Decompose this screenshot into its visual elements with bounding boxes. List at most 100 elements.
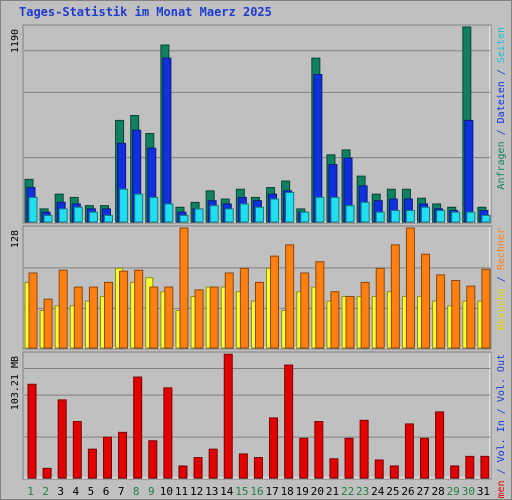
x-tick-day-8: 8: [133, 485, 140, 498]
bar-seiten-day-11: [179, 214, 189, 223]
bar-seiten-day-10: [164, 203, 174, 223]
bar-rechner-day-25: [390, 244, 400, 349]
bar-volumen-day-21: [329, 458, 339, 479]
bar-volumen-day-24: [374, 459, 384, 479]
bar-rechner-day-21: [330, 291, 340, 349]
x-tick-day-10: 10: [160, 485, 173, 498]
x-tick-day-24: 24: [371, 485, 385, 498]
bar-rechner-day-31: [481, 268, 491, 349]
legend-entry: /: [496, 270, 507, 288]
bar-volumen-day-23: [359, 419, 369, 479]
bar-seiten-day-23: [360, 201, 370, 223]
bar-rechner-day-5: [88, 286, 98, 349]
bar-rechner-day-4: [73, 286, 83, 349]
bar-seiten-day-30: [466, 211, 476, 223]
bar-volumen-day-17: [269, 417, 279, 479]
bar-volumen-day-29: [450, 465, 460, 479]
bar-rechner-day-29: [451, 280, 461, 349]
bar-seiten-day-7: [119, 188, 129, 223]
bar-rechner-day-9: [149, 286, 159, 349]
x-tick-day-28: 28: [432, 485, 445, 498]
y-max-label-bottom: 103.21 MB: [10, 356, 21, 410]
x-tick-day-4: 4: [73, 485, 80, 498]
bar-rechner-day-20: [315, 261, 325, 349]
bar-rechner-day-30: [466, 285, 476, 349]
x-tick-day-6: 6: [103, 485, 110, 498]
x-tick-day-31: 31: [477, 485, 490, 498]
bar-volumen-day-13: [208, 448, 218, 479]
bar-rechner-day-8: [134, 269, 144, 349]
x-tick-day-18: 18: [281, 485, 294, 498]
bar-rechner-day-3: [58, 269, 68, 349]
bar-seiten-day-8: [134, 193, 144, 223]
chart-title: Tages-Statistik im Monat Maerz 2025: [19, 5, 272, 19]
bar-volumen-day-2: [42, 467, 52, 479]
x-tick-day-9: 9: [148, 485, 155, 498]
bar-rechner-day-11: [179, 227, 189, 349]
bar-volumen-day-1: [27, 383, 37, 479]
legend-entry: Vol. In: [496, 420, 507, 462]
bar-rechner-day-12: [194, 289, 204, 349]
bar-volumen-day-5: [87, 448, 97, 479]
bar-volumen-day-10: [163, 387, 173, 479]
bar-volumen-day-19: [299, 437, 309, 479]
bar-seiten-day-6: [103, 214, 113, 223]
bar-seiten-day-28: [436, 210, 446, 223]
bar-seiten-day-25: [390, 210, 400, 223]
plot-area-top: [22, 24, 492, 224]
bar-rechner-day-18: [285, 244, 295, 349]
bar-seiten-day-22: [345, 205, 355, 223]
x-tick-day-19: 19: [296, 485, 309, 498]
bar-rechner-day-2: [43, 298, 53, 349]
bar-seiten-day-13: [209, 205, 219, 223]
x-tick-day-5: 5: [88, 485, 95, 498]
y-max-label-top: 1190: [10, 29, 21, 53]
bar-seiten-day-17: [270, 198, 280, 223]
bar-rechner-day-23: [360, 281, 370, 349]
x-tick-day-22: 22: [341, 485, 354, 498]
bar-rechner-day-24: [375, 267, 385, 349]
bar-rechner-day-15: [239, 267, 249, 349]
bar-seiten-day-16: [254, 206, 264, 223]
x-tick-day-1: 1: [27, 485, 34, 498]
legend-entry: Volumen: [496, 480, 507, 499]
legend-entry: /: [496, 123, 507, 141]
bar-rechner-day-16: [254, 281, 264, 349]
bar-volumen-day-25: [389, 465, 399, 479]
bar-volumen-day-3: [57, 399, 67, 479]
bar-seiten-day-3: [58, 208, 68, 223]
x-tick-day-12: 12: [190, 485, 203, 498]
legend-entry: /: [496, 462, 507, 480]
bar-volumen-day-31: [480, 455, 490, 479]
bar-seiten-day-24: [375, 211, 385, 223]
bar-volumen-day-9: [148, 440, 158, 479]
legend-entry: Seiten: [496, 27, 507, 63]
bar-volumen-day-27: [420, 437, 430, 479]
bar-seiten-day-31: [481, 214, 491, 223]
bar-volumen-day-18: [284, 364, 294, 479]
legend-bottom: Volumen / Vol. In / Vol. Out: [496, 354, 507, 499]
bar-seiten-day-5: [88, 211, 98, 223]
bar-volumen-day-7: [118, 431, 128, 479]
x-tick-day-15: 15: [235, 485, 248, 498]
bar-rechner-day-14: [224, 272, 234, 349]
x-tick-day-29: 29: [447, 485, 460, 498]
x-tick-day-25: 25: [386, 485, 399, 498]
bar-rechner-day-19: [300, 272, 310, 349]
bar-seiten-day-18: [285, 192, 295, 223]
bar-volumen-day-16: [253, 457, 263, 479]
bar-rechner-day-10: [164, 286, 174, 349]
legend-entry: Vol. Out: [496, 354, 507, 402]
bar-seiten-day-4: [73, 206, 83, 223]
bar-dateien-day-30: [464, 119, 474, 223]
bar-volumen-day-14: [223, 353, 233, 479]
bar-seiten-day-12: [194, 208, 204, 223]
bar-rechner-day-22: [345, 295, 355, 349]
x-tick-day-26: 26: [401, 485, 414, 498]
bar-seiten-day-19: [300, 211, 310, 223]
bar-volumen-day-26: [404, 423, 414, 479]
bar-seiten-day-27: [421, 206, 431, 223]
legend-entry: Dateien: [496, 81, 507, 123]
